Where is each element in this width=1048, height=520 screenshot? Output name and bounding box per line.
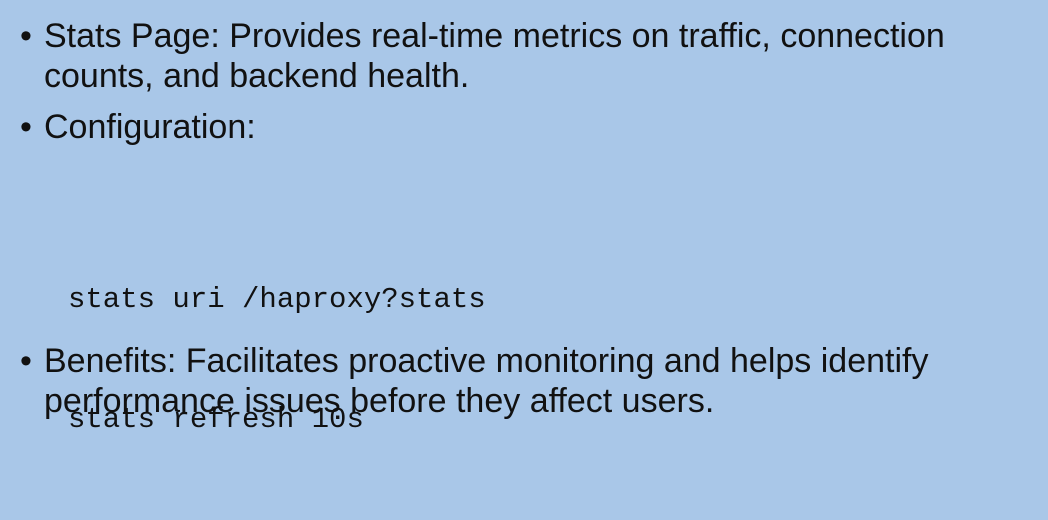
bullet-item-configuration: • Configuration:	[20, 107, 1008, 147]
bullet-text-benefits: Benefits: Facilitates proactive monitori…	[44, 342, 929, 420]
bullet-item-stats-page: • Stats Page: Provides real-time metrics…	[20, 16, 1008, 96]
bullet-text-stats-page: Stats Page: Provides real-time metrics o…	[44, 17, 945, 95]
bullet-text-configuration: Configuration:	[44, 108, 256, 146]
bullet-item-benefits: • Benefits: Facilitates proactive monito…	[20, 341, 1008, 421]
config-code-block: stats uri /haproxy?stats stats refresh 1…	[68, 200, 486, 520]
slide: • Stats Page: Provides real-time metrics…	[20, 16, 1008, 436]
bullet-icon: •	[20, 342, 32, 380]
bullet-icon: •	[20, 108, 32, 146]
bullet-icon: •	[20, 17, 32, 55]
code-line-stats-refresh: stats refresh 10s	[68, 403, 364, 436]
code-line-stats-uri: stats uri /haproxy?stats	[68, 283, 486, 316]
